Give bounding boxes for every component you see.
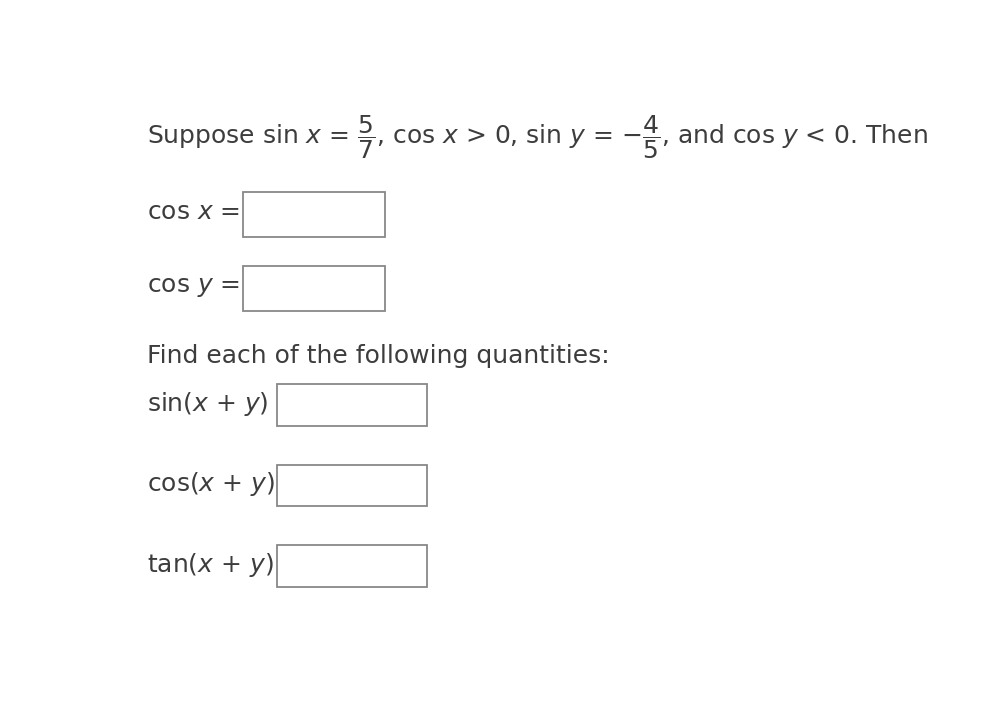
Text: sin($x$ + $y$) =: sin($x$ + $y$) = [147,390,297,417]
Bar [243,266,384,310]
Text: cos $y$ =: cos $y$ = [147,275,240,299]
Text: Find each of the following quantities:: Find each of the following quantities: [147,344,610,368]
Text: cos $x$ =: cos $x$ = [147,200,240,224]
Text: cos($x$ + $y$) =: cos($x$ + $y$) = [147,470,303,498]
Bar [277,384,427,426]
Text: Suppose sin $x$ = $\dfrac{5}{7}$, cos $x$ > 0, sin $y$ = $-\dfrac{4}{5}$, and co: Suppose sin $x$ = $\dfrac{5}{7}$, cos $x… [147,113,928,160]
Text: tan($x$ + $y$) =: tan($x$ + $y$) = [147,551,302,579]
Bar [277,465,427,506]
Bar [277,545,427,587]
Bar [243,192,384,237]
